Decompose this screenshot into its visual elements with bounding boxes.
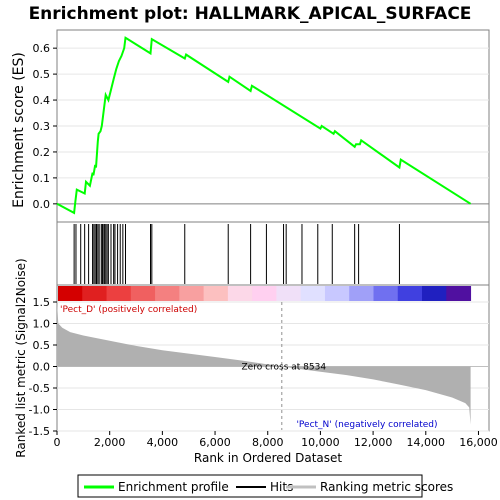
chart-title: Enrichment plot: HALLMARK_APICAL_SURFACE bbox=[29, 4, 472, 24]
ranking-metric-area bbox=[57, 302, 471, 425]
heatmap-cell bbox=[106, 286, 132, 301]
heatmap-cell bbox=[422, 286, 447, 301]
hits-frame bbox=[56, 221, 490, 286]
heatmap-cells bbox=[58, 286, 472, 301]
es-y-tick-label: 0.6 bbox=[33, 42, 51, 55]
legend-enrichment-label: Enrichment profile bbox=[118, 480, 229, 494]
legend-ranking-label: Ranking metric scores bbox=[320, 480, 453, 494]
legend: Enrichment profile Hits Ranking metric s… bbox=[77, 474, 453, 498]
heatmap-cell bbox=[300, 286, 326, 301]
metric-panel: Zero cross at 8534 'Pect_D' (positively … bbox=[14, 258, 498, 465]
x-axis-label: Rank in Ordered Dataset bbox=[194, 451, 342, 465]
heatmap-cell bbox=[373, 286, 399, 301]
metric-y-tick-label: 1.0 bbox=[33, 318, 51, 331]
metric-x-ticks: 0 2,000 4,000 6,000 8,000 10,000 12,000 14,000 1… bbox=[54, 431, 498, 449]
heatmap-cell bbox=[276, 286, 302, 301]
es-y-tick-label: 0.1 bbox=[33, 172, 51, 185]
heatmap-panel bbox=[56, 284, 490, 303]
heatmap-cell bbox=[58, 286, 83, 301]
zero-cross-label: Zero cross at 8534 bbox=[242, 363, 327, 373]
es-y-tick-label: 0.2 bbox=[33, 146, 51, 159]
heatmap-cell bbox=[324, 286, 350, 301]
negative-label: 'Pect_N' (negatively correlated) bbox=[296, 420, 437, 430]
es-y-tick-label: 0.4 bbox=[33, 94, 51, 107]
metric-x-tick-label: 16,000 bbox=[459, 436, 498, 449]
metric-y-ticks: -1.5 -1.0 -0.5 0.0 0.5 1.0 1.5 bbox=[29, 296, 57, 438]
heatmap-cell bbox=[179, 286, 205, 301]
heatmap-cell bbox=[446, 286, 472, 301]
metric-y-tick-label: -1.5 bbox=[29, 425, 50, 438]
heatmap-cell bbox=[203, 286, 229, 301]
hits-panel bbox=[56, 221, 490, 286]
metric-x-tick-label: 0 bbox=[54, 436, 61, 449]
metric-x-tick-label: 8,000 bbox=[252, 436, 284, 449]
es-y-axis-label: Enrichment score (ES) bbox=[11, 52, 27, 208]
es-y-ticks: 0.0 0.1 0.2 0.3 0.4 0.5 0.6 bbox=[33, 42, 57, 211]
es-y-tick-label: 0.3 bbox=[33, 120, 51, 133]
heatmap-cell bbox=[349, 286, 374, 301]
metric-x-tick-label: 4,000 bbox=[147, 436, 179, 449]
metric-y-tick-label: -0.5 bbox=[29, 382, 50, 395]
metric-y-tick-label: 1.5 bbox=[33, 296, 51, 309]
metric-x-tick-label: 14,000 bbox=[407, 436, 446, 449]
metric-x-tick-label: 12,000 bbox=[354, 436, 393, 449]
es-y-tick-label: 0.5 bbox=[33, 68, 51, 81]
metric-y-tick-label: -1.0 bbox=[29, 404, 50, 417]
metric-y-tick-label: 0.0 bbox=[33, 361, 51, 374]
heatmap-cell bbox=[397, 286, 423, 301]
metric-x-tick-label: 10,000 bbox=[301, 436, 340, 449]
es-panel: 0.0 0.1 0.2 0.3 0.4 0.5 0.6 Enrichment score (… bbox=[11, 29, 490, 223]
positive-label: 'Pect_D' (positively correlated) bbox=[60, 305, 197, 315]
enrichment-profile-line bbox=[56, 36, 472, 215]
metric-x-tick-label: 2,000 bbox=[94, 436, 126, 449]
metric-y-axis-label: Ranked list metric (Signal2Noise) bbox=[14, 258, 28, 457]
metric-y-tick-label: 0.5 bbox=[33, 339, 51, 352]
heatmap-cell bbox=[82, 286, 108, 301]
heatmap-cell bbox=[227, 286, 253, 301]
hit-lines bbox=[73, 224, 400, 284]
heatmap-cell bbox=[252, 286, 277, 301]
heatmap-cell bbox=[155, 286, 180, 301]
es-y-tick-label: 0.0 bbox=[33, 198, 51, 211]
legend-hits-label: Hits bbox=[270, 480, 293, 494]
metric-x-tick-label: 6,000 bbox=[199, 436, 231, 449]
heatmap-cell bbox=[130, 286, 156, 301]
